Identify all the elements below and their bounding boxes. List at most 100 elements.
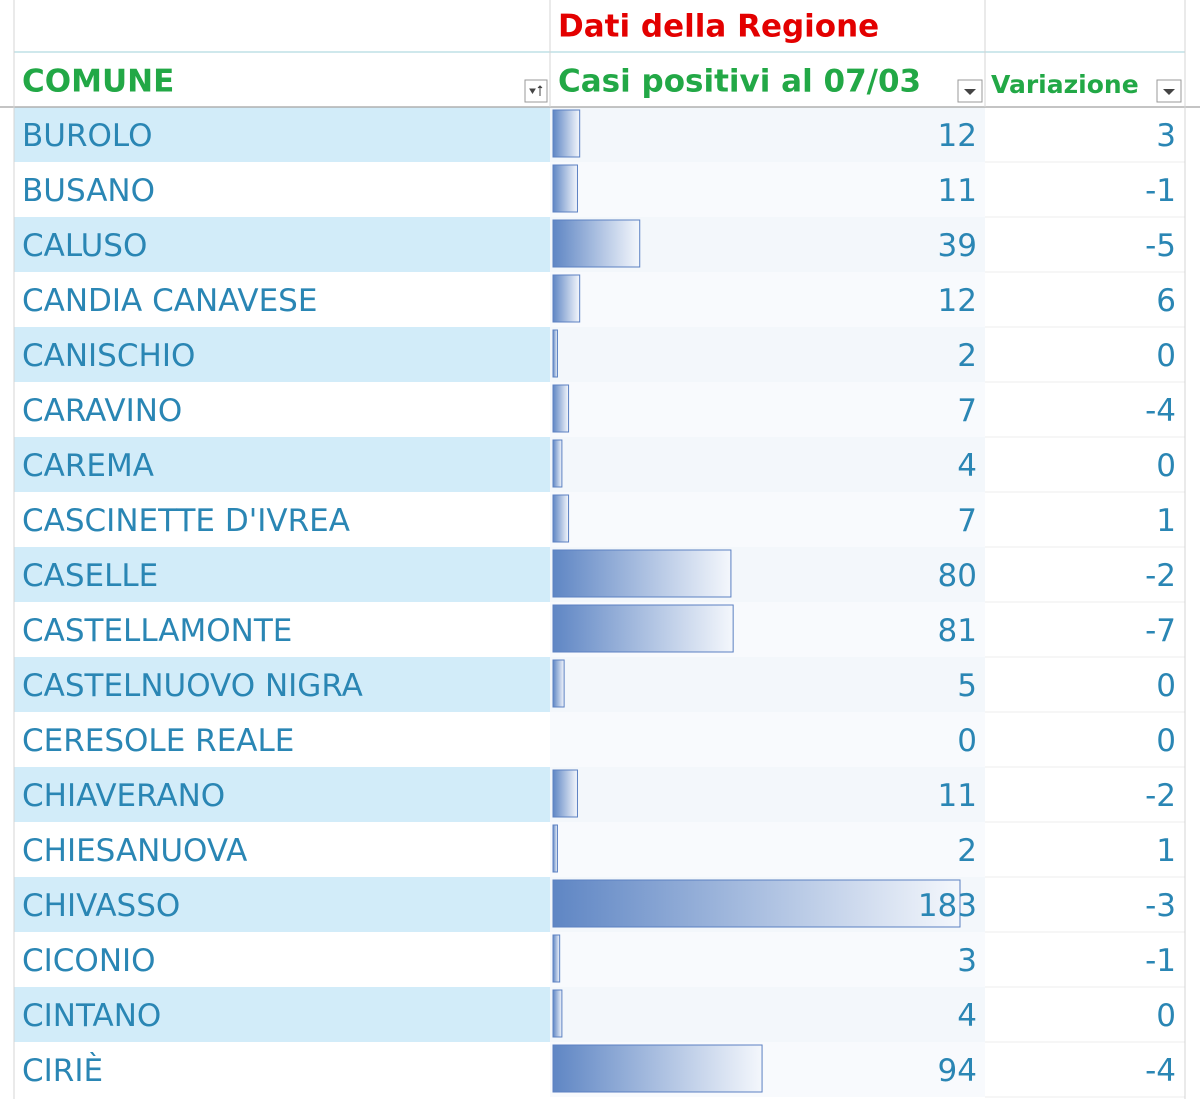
cell-background — [14, 822, 550, 877]
comune-name: CASTELNUOVO NIGRA — [22, 668, 363, 704]
group-header: Dati della Regione — [558, 9, 879, 45]
cell-background — [550, 932, 985, 987]
cases-value: 11 — [938, 173, 977, 209]
comune-name: CANISCHIO — [22, 338, 195, 374]
comune-name: CERESOLE REALE — [22, 723, 294, 759]
cases-value: 4 — [957, 448, 977, 484]
comune-name: CASTELLAMONTE — [22, 613, 292, 649]
cell-background — [550, 767, 985, 822]
cases-value: 4 — [957, 998, 977, 1034]
variation-value: 0 — [1156, 668, 1176, 704]
data-bar — [552, 439, 563, 488]
data-bar — [552, 879, 961, 928]
data-bar — [552, 934, 561, 983]
column-header: COMUNE — [22, 64, 174, 100]
data-bar — [552, 219, 641, 268]
cases-value: 2 — [957, 338, 977, 374]
cell-background — [14, 492, 550, 547]
variation-value: -4 — [1145, 393, 1176, 429]
cell-background — [14, 1042, 550, 1097]
cell-background — [550, 162, 985, 217]
filter-button[interactable] — [1156, 79, 1182, 103]
comune-name: CHIESANUOVA — [22, 833, 247, 869]
variation-value: -3 — [1145, 888, 1176, 924]
variation-value: -2 — [1145, 778, 1176, 814]
filter-icon — [1163, 89, 1175, 95]
cases-value: 2 — [957, 833, 977, 869]
data-bar — [552, 109, 581, 158]
cell-background — [14, 547, 550, 602]
comune-name: CHIVASSO — [22, 888, 180, 924]
comune-name: CASCINETTE D'IVREA — [22, 503, 350, 539]
variation-value: -2 — [1145, 558, 1176, 594]
filter-button[interactable] — [524, 79, 548, 103]
data-bar — [552, 274, 581, 323]
data-bar — [552, 1044, 763, 1093]
data-bar — [552, 384, 570, 433]
cases-value: 12 — [938, 118, 977, 154]
cases-value: 0 — [957, 723, 977, 759]
cases-value: 39 — [938, 228, 977, 264]
variation-value: 0 — [1156, 338, 1176, 374]
cell-background — [550, 382, 985, 437]
cell-background — [550, 107, 985, 162]
data-bar — [552, 769, 578, 818]
cell-background — [550, 437, 985, 492]
cases-value: 12 — [938, 283, 977, 319]
comune-name: CANDIA CANAVESE — [22, 283, 317, 319]
cell-background — [550, 327, 985, 382]
cell-background — [550, 272, 985, 327]
variation-value: 1 — [1156, 833, 1176, 869]
cases-value: 5 — [957, 668, 977, 704]
variation-value: -5 — [1145, 228, 1176, 264]
cases-value: 183 — [918, 888, 977, 924]
cell-background — [14, 217, 550, 272]
comune-name: CAREMA — [22, 448, 154, 484]
variation-value: 3 — [1156, 118, 1176, 154]
filter-button-box[interactable] — [524, 79, 548, 103]
cell-background — [550, 822, 985, 877]
data-bar — [552, 659, 565, 708]
cases-value: 94 — [938, 1053, 977, 1089]
comune-name: CICONIO — [22, 943, 156, 979]
cases-value: 7 — [957, 503, 977, 539]
variation-value: 0 — [1156, 723, 1176, 759]
cell-background — [14, 767, 550, 822]
cell-background — [550, 987, 985, 1042]
cell-background — [14, 987, 550, 1042]
comune-name: CIRIÈ — [22, 1053, 103, 1089]
cases-value: 7 — [957, 393, 977, 429]
cell-background — [550, 492, 985, 547]
cases-value: 3 — [957, 943, 977, 979]
cell-background — [14, 327, 550, 382]
comune-name: CINTANO — [22, 998, 161, 1034]
variation-value: 1 — [1156, 503, 1176, 539]
data-bar — [552, 989, 563, 1038]
filter-icon — [964, 89, 976, 95]
variation-value: -7 — [1145, 613, 1176, 649]
filter-icon — [529, 85, 543, 96]
cell-background — [14, 657, 550, 712]
cases-value: 80 — [938, 558, 977, 594]
comune-name: CASELLE — [22, 558, 158, 594]
filter-button[interactable] — [957, 79, 983, 103]
variation-value: 0 — [1156, 998, 1176, 1034]
data-bar — [552, 164, 578, 213]
cell-background — [14, 272, 550, 327]
comune-name: BUROLO — [22, 118, 152, 154]
cell-background — [14, 382, 550, 437]
variation-value: 6 — [1156, 283, 1176, 319]
cell-background — [14, 877, 550, 932]
data-bar — [552, 549, 732, 598]
data-bar — [552, 824, 558, 873]
variation-value: -1 — [1145, 173, 1176, 209]
cell-background — [14, 162, 550, 217]
data-bar — [552, 604, 734, 653]
data-bar — [552, 494, 570, 543]
variation-value: 0 — [1156, 448, 1176, 484]
variation-value: -4 — [1145, 1053, 1176, 1089]
column-header: Variazione — [991, 70, 1139, 99]
